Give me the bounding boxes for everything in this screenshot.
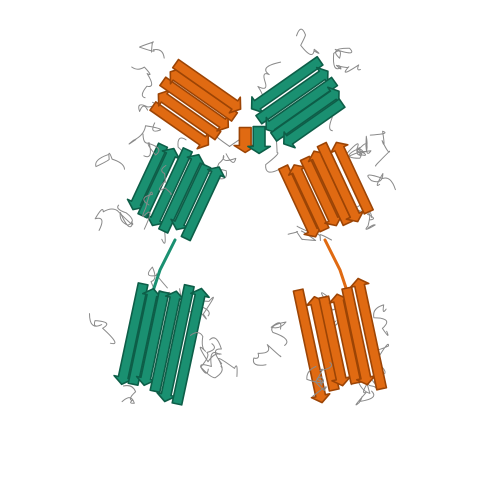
domain-bottom-left-coil <box>121 385 137 404</box>
domain-top-right-coil <box>335 64 361 73</box>
mid-right-front-coil <box>367 173 396 191</box>
bottom-right-front-coil <box>306 366 325 386</box>
domain-mid-left-coil <box>94 208 134 231</box>
domain-bottom-left-coil <box>89 313 116 345</box>
domain-top-left-strand <box>157 89 222 141</box>
domain-top-left-coil <box>131 66 153 99</box>
domain-mid-right-strand <box>277 164 322 238</box>
bottom-left-front-coil <box>209 337 238 377</box>
domain-top-right-strand <box>255 66 329 125</box>
domain-mid-right-strand <box>330 141 374 215</box>
domain-mid-left-strand <box>146 147 193 227</box>
domain-mid-left-strand <box>170 162 212 231</box>
mid-left-front-coil <box>142 191 153 230</box>
domain-bottom-right-strand <box>328 293 362 385</box>
domain-bottom-left-strand <box>135 290 170 387</box>
domain-mid-right-coil <box>296 225 332 241</box>
domain-mid-right-strand <box>316 141 364 223</box>
domain-bottom-left-strand <box>149 290 185 394</box>
domain-top-left-coil <box>128 122 162 145</box>
domain-mid-left-strand <box>180 166 226 242</box>
mid-left-front-coil <box>142 133 160 158</box>
domain-top-left-coil <box>139 41 165 59</box>
domain-top-right-coil <box>296 28 320 55</box>
domain-mid-right-strand <box>287 164 330 233</box>
domain-bottom-right-coil <box>355 376 375 406</box>
domain-bottom-left-strand <box>127 287 162 386</box>
domain-top-right-strand <box>283 98 346 149</box>
domain-mid-left-strand <box>126 142 169 211</box>
bottom-left-front-coil <box>190 332 222 363</box>
domain-bottom-left-coil <box>197 296 214 320</box>
domain-bottom-right-coil <box>252 344 282 366</box>
domain-bottom-right-strand <box>349 277 388 391</box>
domain-top-left-strand <box>149 101 210 150</box>
domain-bottom-right-strand <box>318 295 351 387</box>
domain-top-left-strand <box>159 76 230 132</box>
domain-top-left-strand <box>171 58 242 114</box>
domain-bottom-right-coil <box>373 304 389 336</box>
domain-bottom-left-strand <box>113 282 149 386</box>
mid-right-front-coil <box>356 135 372 157</box>
domain-top-right-coil <box>332 47 353 70</box>
domain-mid-left-strand <box>137 147 181 219</box>
cross-center-a-strand <box>247 125 272 155</box>
mid-left-front-coil <box>158 165 172 195</box>
domain-top-right-coil <box>257 61 282 102</box>
mid-right-front-coil <box>369 130 391 167</box>
domain-mid-right-strand <box>299 155 343 227</box>
domain-bottom-left-strand <box>171 287 210 406</box>
domain-mid-right-coil <box>365 213 376 230</box>
domain-top-right-strand <box>250 55 324 114</box>
domain-bottom-right-strand <box>341 286 376 386</box>
bottom-right-front-coil <box>270 321 288 346</box>
domain-mid-left-coil <box>117 204 134 228</box>
domain-bottom-left-strand <box>156 283 195 403</box>
domain-bottom-left-coil <box>200 359 223 379</box>
domain-mid-left-coil <box>95 152 125 170</box>
